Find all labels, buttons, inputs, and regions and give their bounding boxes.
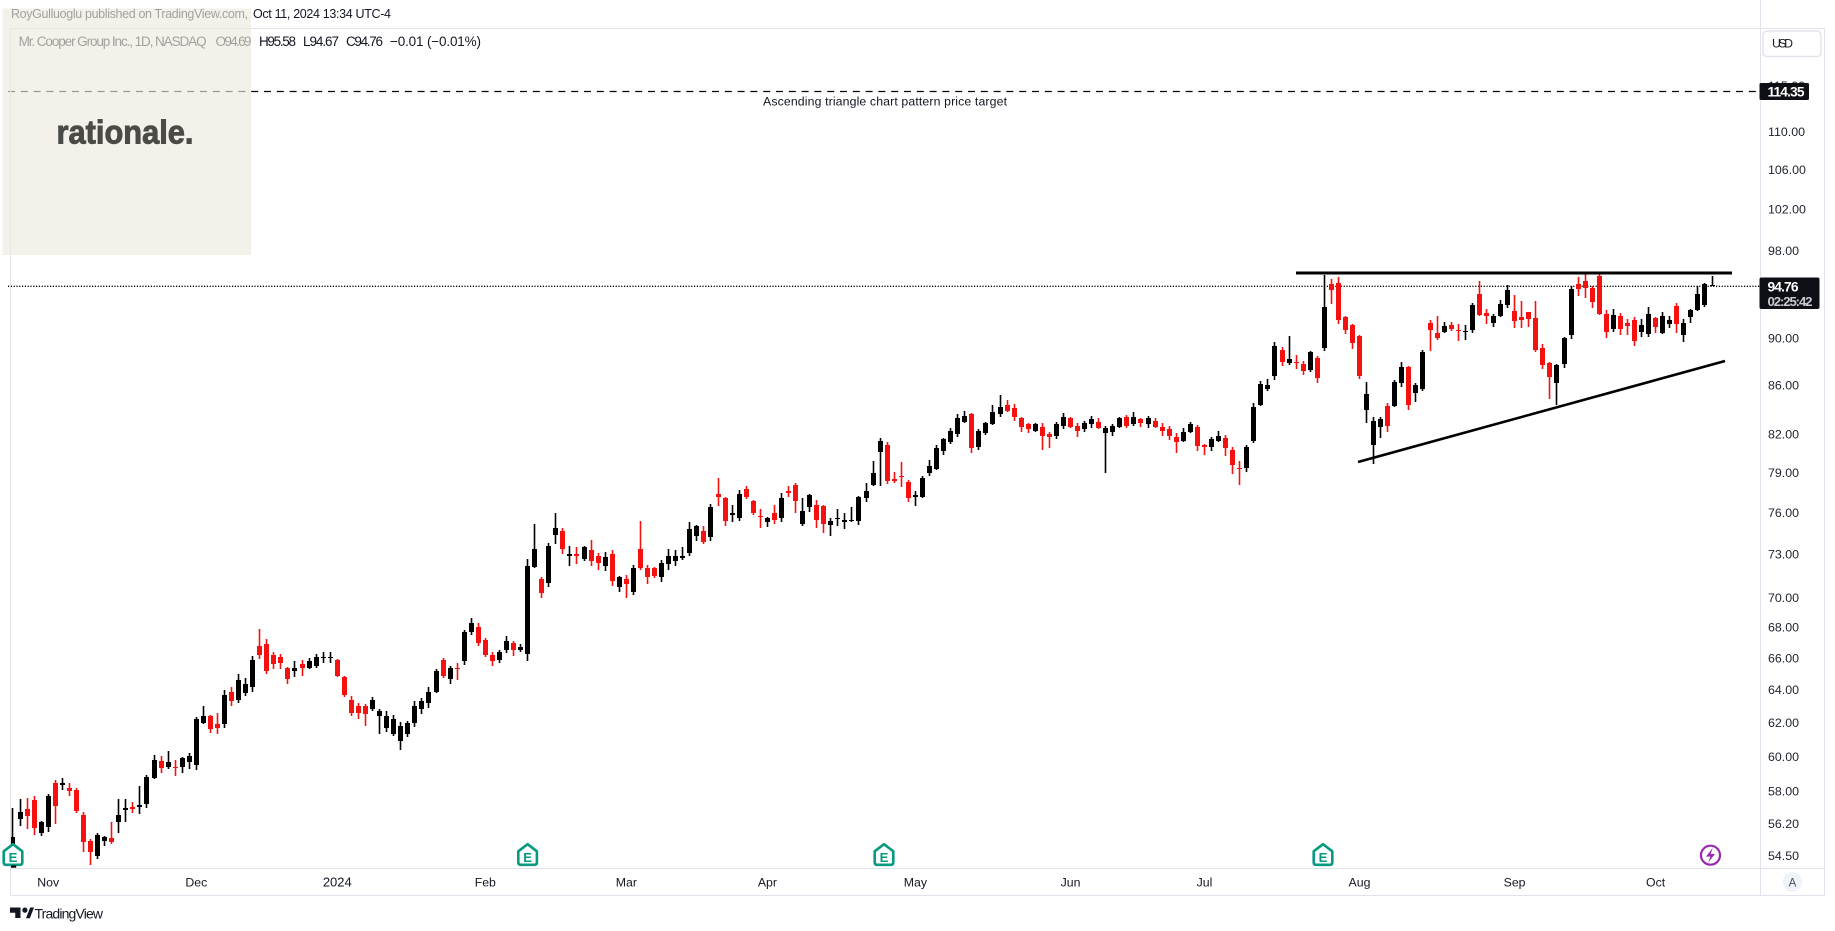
svg-text:Oct 11, 2024 13:34 UTC-4: Oct 11, 2024 13:34 UTC-4 (253, 7, 391, 21)
svg-text:54.50: 54.50 (1768, 849, 1799, 863)
svg-text:Jun: Jun (1061, 876, 1081, 890)
svg-text:70.00: 70.00 (1768, 591, 1799, 605)
svg-text:Ascending triangle chart patte: Ascending triangle chart pattern price t… (763, 95, 1008, 109)
svg-text:64.00: 64.00 (1768, 683, 1799, 697)
svg-text:106.00: 106.00 (1768, 163, 1806, 177)
svg-text:L94.67: L94.67 (303, 34, 339, 49)
svg-text:02:25:42: 02:25:42 (1768, 294, 1813, 309)
svg-text:rationale.: rationale. (57, 114, 194, 151)
svg-text:68.00: 68.00 (1768, 621, 1799, 635)
svg-text:110.00: 110.00 (1768, 125, 1805, 139)
svg-text:94.76: 94.76 (1768, 280, 1799, 295)
svg-text:H95.58: H95.58 (259, 34, 296, 49)
svg-text:62.00: 62.00 (1768, 716, 1799, 730)
svg-text:Aug: Aug (1349, 876, 1371, 890)
svg-text:73.00: 73.00 (1768, 548, 1799, 562)
svg-text:2024: 2024 (323, 875, 352, 890)
svg-text:C94.76: C94.76 (346, 34, 383, 49)
svg-text:86.00: 86.00 (1768, 379, 1799, 393)
svg-text:66.00: 66.00 (1768, 652, 1799, 666)
svg-text:A: A (1789, 877, 1797, 889)
svg-text:Apr: Apr (758, 876, 777, 890)
svg-text:TradingView: TradingView (35, 906, 104, 922)
svg-text:E: E (880, 850, 889, 865)
svg-text:Dec: Dec (185, 876, 207, 890)
svg-text:Jul: Jul (1197, 876, 1213, 890)
svg-text:58.00: 58.00 (1768, 785, 1799, 799)
svg-text:Oct: Oct (1646, 876, 1666, 890)
svg-text:60.00: 60.00 (1768, 750, 1799, 764)
svg-text:76.00: 76.00 (1768, 506, 1799, 520)
svg-text:Mar: Mar (616, 876, 637, 890)
svg-text:56.20: 56.20 (1768, 817, 1799, 831)
svg-text:−0.01 (−0.01%): −0.01 (−0.01%) (390, 34, 481, 49)
svg-text:90.00: 90.00 (1768, 332, 1799, 346)
svg-text:114.35: 114.35 (1768, 85, 1805, 100)
svg-text:Sep: Sep (1504, 876, 1526, 890)
svg-text:USD: USD (1772, 37, 1793, 51)
svg-text:E: E (1319, 850, 1328, 865)
svg-text:79.00: 79.00 (1768, 466, 1799, 480)
svg-text:E: E (9, 850, 18, 865)
svg-text:Nov: Nov (37, 876, 60, 890)
svg-text:98.00: 98.00 (1768, 244, 1799, 258)
svg-text:102.00: 102.00 (1768, 203, 1806, 217)
svg-text:82.00: 82.00 (1768, 428, 1799, 442)
svg-text:May: May (904, 876, 928, 890)
svg-text:E: E (523, 850, 532, 865)
svg-text:Feb: Feb (475, 876, 496, 890)
